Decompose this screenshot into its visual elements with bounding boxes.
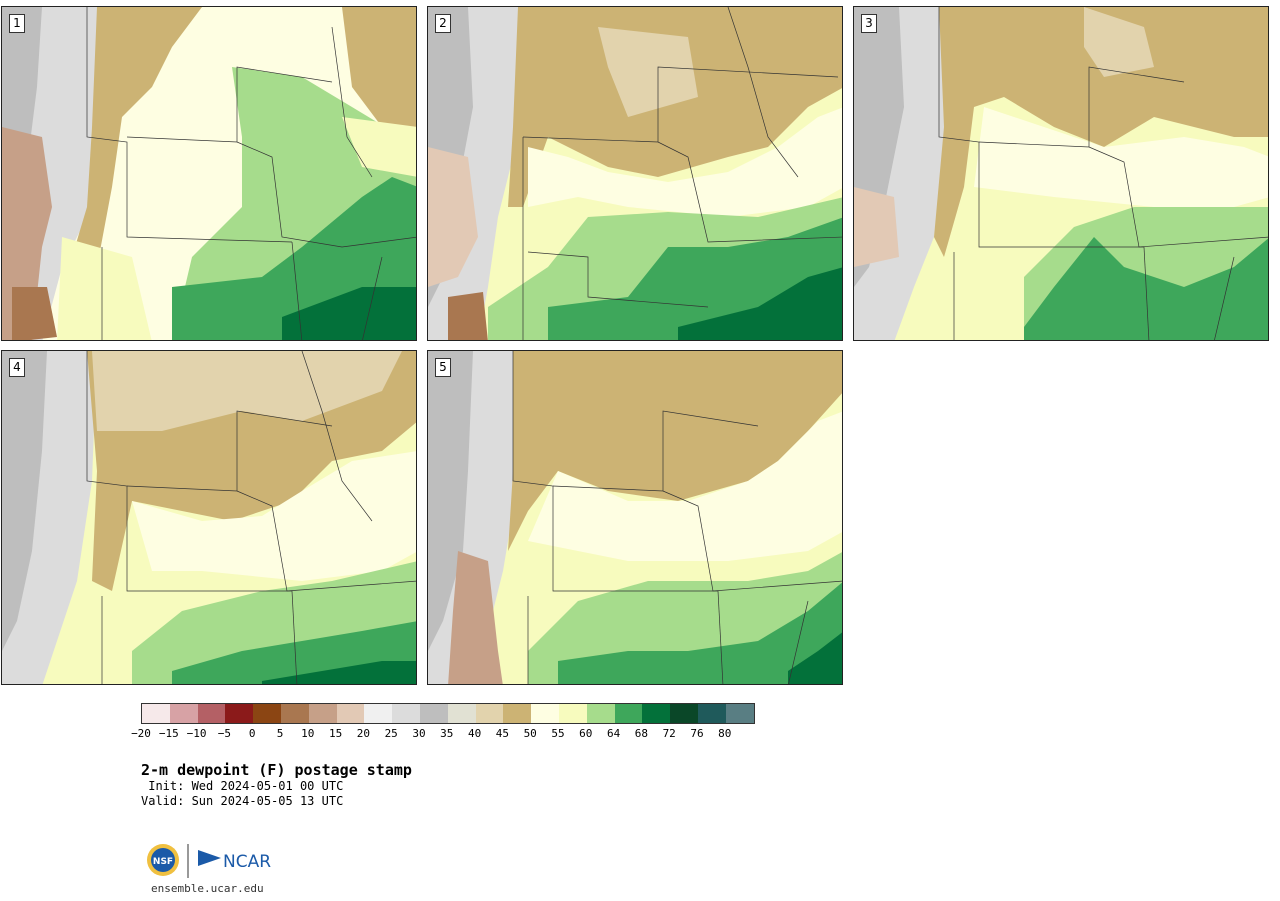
colorbar-tick-label: 35 xyxy=(440,727,454,740)
colorbar-swatch xyxy=(670,704,698,723)
colorbar-swatch xyxy=(392,704,420,723)
dewpoint-field-1 xyxy=(2,7,416,340)
panel-number-4: 4 xyxy=(9,358,25,377)
colorbar-swatch xyxy=(586,704,615,723)
colorbar-swatch xyxy=(364,704,393,723)
colorbar-swatch xyxy=(142,704,170,723)
ncar-logo-text: NCAR xyxy=(223,852,271,872)
colorbar-tick-label: 0 xyxy=(248,727,256,740)
colorbar-tick-label: 15 xyxy=(328,727,343,740)
dewpoint-field-4 xyxy=(2,351,416,684)
dewpoint-field-2 xyxy=(428,7,842,340)
colorbar-swatch xyxy=(503,704,532,723)
colorbar-tick-label: −10 xyxy=(186,727,207,740)
site-url: ensemble.ucar.edu xyxy=(151,882,264,895)
nsf-logo-text: NSF xyxy=(153,857,173,867)
colorbar-swatch xyxy=(725,704,754,723)
map-panel-5: 5 xyxy=(427,350,843,685)
colorbar-tick-label: −15 xyxy=(158,727,179,740)
colorbar-tick-label: 25 xyxy=(384,727,398,740)
colorbar-tick-label: 72 xyxy=(662,727,676,740)
colorbar-tick-label: 64 xyxy=(606,727,621,740)
colorbar-tick-label: 20 xyxy=(356,727,371,740)
colorbar-tick-label: 40 xyxy=(467,727,482,740)
dewpoint-colorbar xyxy=(141,703,755,724)
nsf-ncar-logo: NSF NCAR xyxy=(147,844,271,878)
map-panel-4: 4 xyxy=(1,350,417,685)
colorbar-tick-label: 55 xyxy=(551,727,565,740)
colorbar-swatch xyxy=(169,704,198,723)
colorbar-swatch xyxy=(336,704,365,723)
colorbar-swatch xyxy=(447,704,476,723)
colorbar-tick-label: −5 xyxy=(217,727,232,740)
colorbar-swatch xyxy=(614,704,643,723)
colorbar-tick-label: 50 xyxy=(523,727,537,740)
valid-time: Valid: Sun 2024-05-05 13 UTC xyxy=(141,794,344,808)
dewpoint-field-3 xyxy=(854,7,1268,340)
colorbar-tick-label: 5 xyxy=(276,727,284,740)
init-time: Init: Wed 2024-05-01 00 UTC xyxy=(141,779,344,793)
chart-title: 2-m dewpoint (F) postage stamp xyxy=(141,761,412,779)
dewpoint-field-5 xyxy=(428,351,842,684)
colorbar-tick-label: 68 xyxy=(634,727,649,740)
colorbar-tick-label: 45 xyxy=(495,727,510,740)
map-panel-2: 2 xyxy=(427,6,843,341)
colorbar-tick-label: 10 xyxy=(301,727,315,740)
colorbar-swatch xyxy=(308,704,337,723)
colorbar-swatch xyxy=(197,704,226,723)
colorbar-tick-label: 76 xyxy=(690,727,704,740)
panel-number-3: 3 xyxy=(861,14,877,33)
colorbar-swatch xyxy=(280,704,309,723)
colorbar-swatch xyxy=(475,704,504,723)
panel-number-2: 2 xyxy=(435,14,451,33)
colorbar-swatch xyxy=(253,704,281,723)
colorbar-swatch xyxy=(225,704,254,723)
colorbar-tick-label: 60 xyxy=(579,727,593,740)
colorbar-swatch xyxy=(419,704,448,723)
colorbar-swatch xyxy=(558,704,587,723)
colorbar-tick-label: 30 xyxy=(412,727,426,740)
colorbar-swatch xyxy=(531,704,559,723)
panel-number-1: 1 xyxy=(9,14,25,33)
panel-number-5: 5 xyxy=(435,358,451,377)
colorbar-swatch xyxy=(697,704,726,723)
colorbar-tick-label: 80 xyxy=(718,727,732,740)
map-panel-3: 3 xyxy=(853,6,1269,341)
map-panel-1: 1 xyxy=(1,6,417,341)
logos: NSF NCAR xyxy=(143,842,278,882)
colorbar-tick-label: −20 xyxy=(131,727,151,740)
colorbar-swatch xyxy=(642,704,671,723)
